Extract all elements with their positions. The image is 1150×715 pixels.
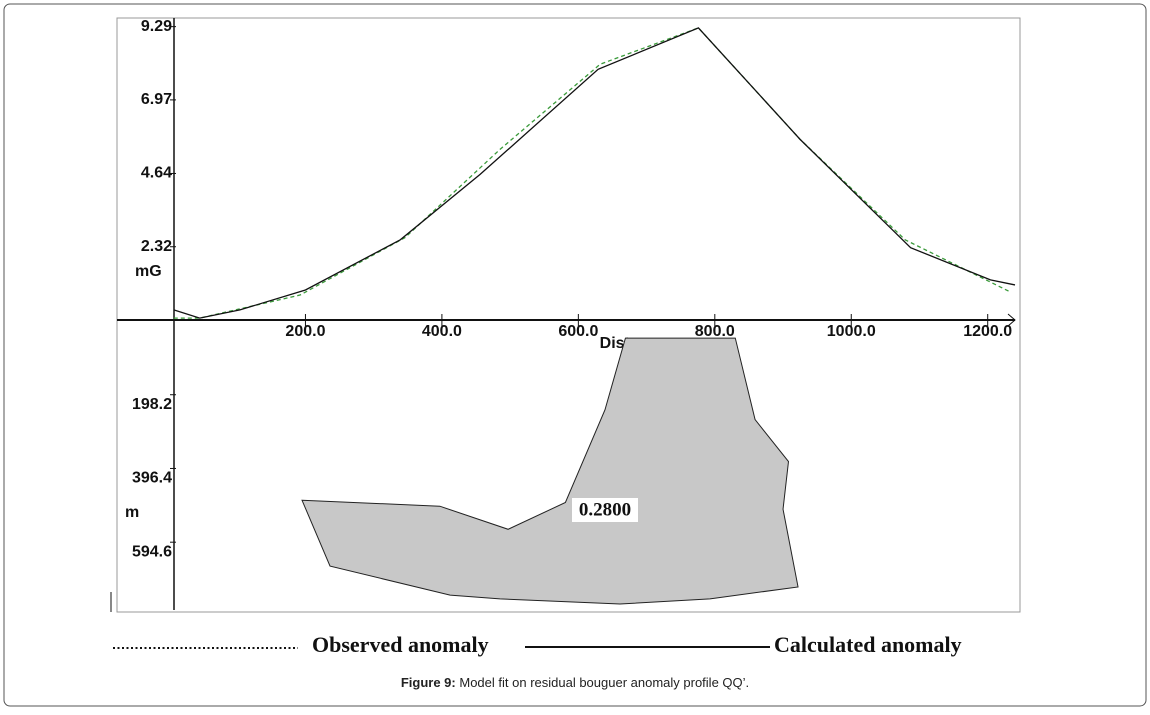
density-label: 0.2800 <box>579 499 631 520</box>
caption: Figure 9: Model fit on residual bouguer … <box>401 675 749 690</box>
x-tick-label: 400.0 <box>422 323 462 340</box>
axis-arrow <box>1007 313 1016 327</box>
legend-label: Calculated anomaly <box>774 632 962 657</box>
series-line <box>173 27 1016 319</box>
x-tick-label: 800.0 <box>695 323 735 340</box>
model-body <box>301 337 799 605</box>
y-axis-title: m <box>125 504 139 521</box>
x-tick-label: 1000.0 <box>827 323 876 340</box>
x-tick-label: 1200.0 <box>963 323 1012 340</box>
y-tick-label: 9.29 <box>141 18 172 35</box>
y-tick-label: 198.2 <box>132 396 172 413</box>
y-tick-label: 594.6 <box>132 543 172 560</box>
y-tick-label: 6.97 <box>141 91 172 108</box>
caption-text: Model fit on residual bouguer anomaly pr… <box>459 675 749 690</box>
caption-label: Figure 9: <box>401 675 456 690</box>
y-tick-label: 396.4 <box>132 470 172 487</box>
y-axis-title: mG <box>135 263 162 280</box>
legend-label: Observed anomaly <box>312 632 489 657</box>
annotation-bg <box>572 498 638 522</box>
x-tick-label: 600.0 <box>558 323 598 340</box>
y-tick-label: 2.32 <box>141 238 172 255</box>
x-tick-label: 200.0 <box>285 323 325 340</box>
y-tick-label: 4.64 <box>141 165 172 182</box>
